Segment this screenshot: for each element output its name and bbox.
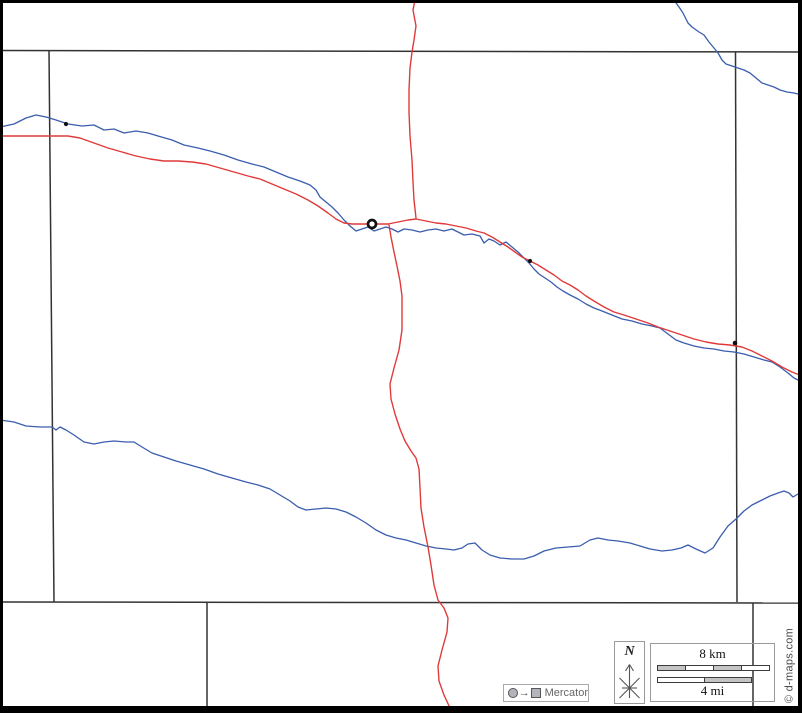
- town-dot: [63, 121, 69, 127]
- scale-bar-km-seg: [713, 666, 741, 670]
- boundary-line-south: [0, 601, 802, 604]
- scale-bar-km-seg: [685, 666, 713, 670]
- road-east-west: [0, 135, 802, 377]
- north-box: N: [614, 641, 645, 704]
- projection-label: Mercator: [544, 687, 588, 699]
- river-north: [0, 114, 802, 383]
- scale-bar-km-seg: [658, 666, 685, 670]
- river-lines: [0, 0, 802, 560]
- frame-top: [0, 0, 802, 3]
- road-north-segment: [408, 0, 417, 219]
- scale-box: 8 km 4 mi: [650, 643, 775, 702]
- scale-bar-mi-seg: [704, 678, 751, 682]
- scale-bar-mi: [657, 677, 752, 683]
- frame-right: [798, 0, 802, 713]
- river-south: [0, 419, 802, 560]
- flat-map-square-icon: [530, 688, 541, 698]
- projection-box: → Mercator: [503, 684, 589, 702]
- boundary-line-west: [48, 50, 55, 603]
- scale-km-label: 8 km: [699, 646, 726, 661]
- scale-bar-mi-seg: [658, 678, 704, 682]
- north-label: N: [624, 644, 635, 659]
- scale-bar-km: [657, 665, 770, 671]
- globe-circle-icon: [508, 688, 518, 698]
- frame-left: [0, 0, 3, 713]
- boundary-lines: [0, 49, 802, 713]
- town-dot: [527, 258, 533, 264]
- scale-bar-km-seg: [741, 666, 769, 670]
- frame-bottom: [0, 706, 802, 713]
- road-south-segment: [388, 224, 453, 713]
- boundary-line-north: [0, 49, 802, 53]
- scale-mi-label: 4 mi: [700, 683, 725, 698]
- town-markers: [63, 121, 738, 346]
- city-ring-marker: [366, 218, 378, 230]
- arrow-right-icon: →: [518, 687, 530, 699]
- north-arrow-icon: [619, 664, 640, 699]
- river-northeast: [673, 0, 802, 96]
- attribution-text: © d-maps.com: [783, 627, 796, 704]
- boundary-line-east: [734, 51, 738, 603]
- town-dot: [732, 340, 738, 346]
